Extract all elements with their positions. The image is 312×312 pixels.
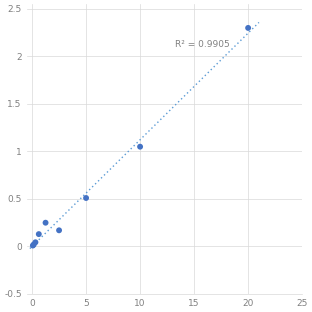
Point [43, 220, 48, 225]
Point [84, 196, 89, 201]
Point [30, 243, 35, 248]
Point [31, 242, 36, 247]
Point [56, 228, 61, 233]
Point [33, 240, 38, 245]
Point [138, 144, 143, 149]
Point [246, 25, 251, 30]
Point [36, 232, 41, 236]
Text: R² = 0.9905: R² = 0.9905 [175, 40, 229, 49]
